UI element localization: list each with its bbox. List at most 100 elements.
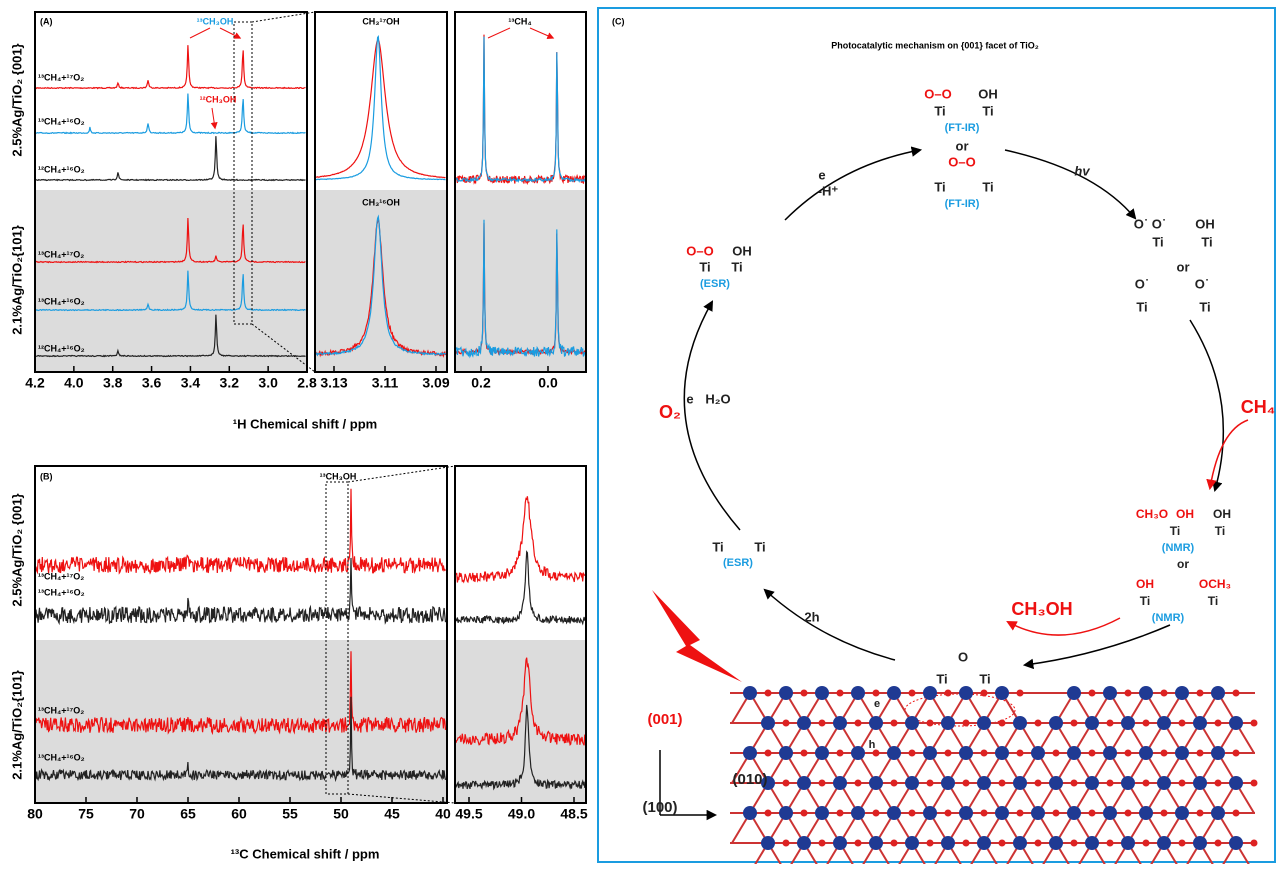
- species-label: Ti: [982, 179, 993, 194]
- cycle-arrow: [1189, 319, 1225, 493]
- ti-atom: [887, 746, 901, 760]
- sample-label: 2.5%Ag/TiO₂ {001}: [9, 43, 24, 156]
- o-atom: [782, 779, 790, 787]
- axis-arrow: [659, 750, 715, 815]
- o-atom: [836, 749, 844, 757]
- o-atom: [1034, 719, 1042, 727]
- ti-atom: [923, 686, 937, 700]
- ti-atom: [1031, 806, 1045, 820]
- title: Photocatalytic mechanism on {001} facet …: [831, 40, 1038, 50]
- trace-label: ¹³CH₄+¹⁶O₂: [38, 296, 85, 306]
- species-label: OH: [1213, 507, 1231, 521]
- trace-label: ¹²CH₄+¹⁶O₂: [38, 164, 85, 174]
- trace-label: ¹³CH₄+¹⁶O₂: [38, 752, 85, 762]
- ti-atom: [1031, 746, 1045, 760]
- o-atom: [1196, 689, 1204, 697]
- ti-atom: [1085, 716, 1099, 730]
- species-label: OH: [732, 243, 752, 258]
- ti-atom: [1193, 716, 1207, 730]
- o-atom: [1250, 839, 1258, 847]
- o-atom: [1178, 779, 1186, 787]
- ti-atom: [887, 686, 901, 700]
- ti-atom: [887, 806, 901, 820]
- trace-label: ¹³CH₄+¹⁷O₂: [38, 72, 84, 82]
- species-label: Ti: [731, 259, 742, 274]
- species-label: OCH₃: [1199, 577, 1231, 591]
- ti-atom: [1229, 776, 1243, 790]
- species-label: h: [869, 739, 876, 751]
- o-atom: [1196, 749, 1204, 757]
- site-ellipse: [904, 693, 1016, 727]
- o-atom: [1250, 779, 1258, 787]
- ti-atom: [995, 806, 1009, 820]
- o-atom: [1232, 809, 1240, 817]
- cycle-arrow: [683, 300, 741, 531]
- spectrum: [35, 488, 447, 575]
- ti-atom: [1139, 746, 1153, 760]
- ti-atom: [977, 716, 991, 730]
- species-label: e: [686, 391, 693, 406]
- ti-atom: [1103, 806, 1117, 820]
- species-label: CH₃O: [1136, 507, 1168, 521]
- trace-label: ¹²CH₄+¹⁶O₂: [38, 343, 85, 353]
- annotation: ¹³CH₃OH: [320, 471, 357, 481]
- x-tick-label: 3.11: [372, 375, 399, 391]
- ti-atom: [941, 776, 955, 790]
- ti-atom: [1085, 836, 1099, 850]
- species-label: Ti: [936, 671, 947, 686]
- x-tick-label: 49.5: [455, 806, 482, 822]
- o-atom: [1106, 839, 1114, 847]
- x-tick-label: 60: [231, 806, 247, 822]
- product-arrow: [1006, 617, 1121, 636]
- ti-atom: [1193, 776, 1207, 790]
- zoom-box: [325, 481, 349, 795]
- x-tick-label: 3.13: [320, 375, 347, 391]
- species-label: Ti: [1215, 524, 1225, 538]
- ti-atom: [1049, 836, 1063, 850]
- o-atom: [818, 839, 826, 847]
- ti-atom: [869, 776, 883, 790]
- ti-atom: [779, 746, 793, 760]
- ti-atom: [1049, 776, 1063, 790]
- o-atom: [1088, 689, 1096, 697]
- ti-atom: [1139, 806, 1153, 820]
- species-label: Ti: [934, 103, 945, 118]
- x-axis-label: ¹H Chemical shift / ppm: [233, 416, 377, 431]
- species-label: (010): [732, 771, 767, 788]
- cycle-arrow: [1022, 624, 1171, 670]
- lattice: [730, 686, 1258, 869]
- o-atom: [764, 809, 772, 817]
- o-atom: [1178, 719, 1186, 727]
- ti-atom: [1067, 746, 1081, 760]
- o-atom: [1214, 719, 1222, 727]
- o-atom: [1070, 719, 1078, 727]
- species-label: (FT-IR): [945, 198, 980, 210]
- species-label: Ti: [1199, 299, 1210, 314]
- species-label: O˙ O˙: [1134, 216, 1167, 231]
- o-atom: [1160, 689, 1168, 697]
- o-atom: [1052, 749, 1060, 757]
- spectrum: [35, 314, 306, 358]
- annotation: ¹³CH₃OH: [197, 16, 234, 26]
- trace-label: ¹³CH₄+¹⁷O₂: [38, 571, 84, 581]
- o-atom: [890, 719, 898, 727]
- o-atom: [1070, 779, 1078, 787]
- o-atom: [980, 809, 988, 817]
- zoom-line: [251, 11, 316, 23]
- ti-atom: [1013, 716, 1027, 730]
- o-atom: [836, 689, 844, 697]
- species-label: Ti: [1136, 299, 1147, 314]
- annotation: ¹²CH₃OH: [200, 94, 237, 104]
- species-label: -H⁺: [818, 183, 839, 198]
- spectrum: [35, 217, 306, 264]
- x-tick-label: 3.2: [220, 375, 240, 391]
- species-label: (ESR): [700, 278, 730, 290]
- o-atom: [926, 719, 934, 727]
- ti-atom: [1229, 836, 1243, 850]
- o-atom: [782, 719, 790, 727]
- trace-label: ¹³CH₄+¹⁷O₂: [38, 249, 84, 259]
- species-label: CH₄: [1241, 397, 1276, 417]
- o-atom: [998, 839, 1006, 847]
- species-label: 2h: [804, 609, 819, 624]
- ti-atom: [959, 686, 973, 700]
